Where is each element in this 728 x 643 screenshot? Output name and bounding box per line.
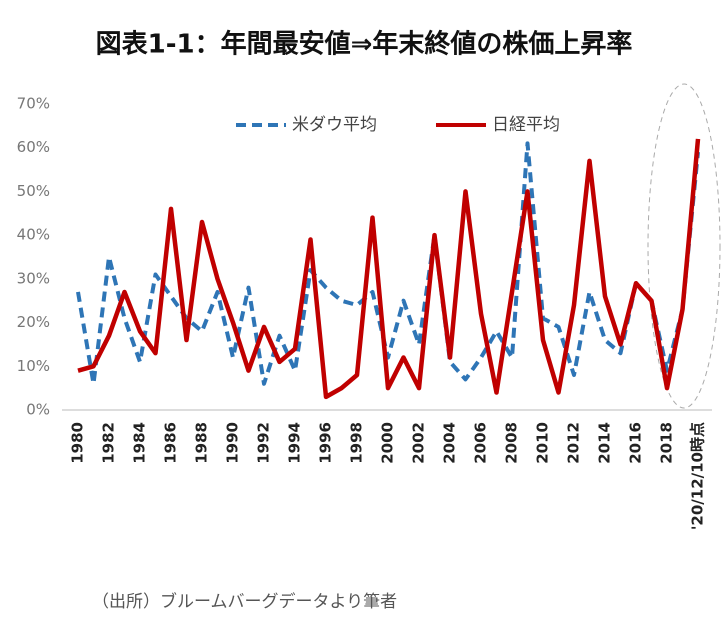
- x-tick-label: 1982: [100, 422, 118, 464]
- x-tick-label: 2000: [379, 422, 397, 464]
- x-tick-label: 1992: [255, 422, 273, 464]
- x-tick-label: 2016: [627, 422, 645, 464]
- x-tick-label: 1980: [69, 422, 87, 464]
- x-tick-label: 1996: [317, 422, 335, 464]
- x-tick-label: 1988: [193, 422, 211, 464]
- y-tick-label: 20%: [17, 313, 50, 331]
- y-tick-label: 40%: [17, 226, 50, 244]
- x-tick-label: 2002: [410, 422, 428, 464]
- legend-label: 米ダウ平均: [292, 115, 377, 135]
- y-tick-label: 70%: [17, 95, 50, 113]
- y-tick-label: 0%: [26, 401, 50, 419]
- x-tick-label: 2014: [596, 422, 614, 464]
- series-line: [76, 141, 700, 386]
- y-tick-label: 50%: [17, 182, 50, 200]
- y-tick-label: 30%: [17, 269, 50, 287]
- legend-label: 日経平均: [492, 115, 560, 135]
- x-tick-label: 2018: [658, 422, 676, 464]
- x-tick-label: 1990: [224, 422, 242, 464]
- y-tick-label: 60%: [17, 138, 50, 156]
- x-tick-label: '20/12/10時点: [689, 422, 707, 530]
- chart-title: 図表1-1：年間最安値⇒年末終値の株価上昇率: [96, 29, 633, 60]
- x-tick-label: 2008: [503, 422, 521, 464]
- x-tick-label: 1986: [162, 422, 180, 464]
- y-tick-label: 10%: [17, 357, 50, 375]
- x-tick-label: 2004: [441, 422, 459, 464]
- x-tick-label: 2010: [534, 422, 552, 464]
- x-tick-label: 1984: [131, 422, 149, 464]
- x-tick-label: 2012: [565, 422, 583, 464]
- footnote: （出所）ブルームバーグデータより筆者: [92, 591, 397, 612]
- x-tick-label: 2006: [472, 422, 490, 464]
- x-tick-label: 1998: [348, 422, 366, 464]
- highlight-ellipse: [647, 83, 721, 409]
- x-tick-label: 1994: [286, 422, 304, 464]
- series-line: [77, 138, 701, 400]
